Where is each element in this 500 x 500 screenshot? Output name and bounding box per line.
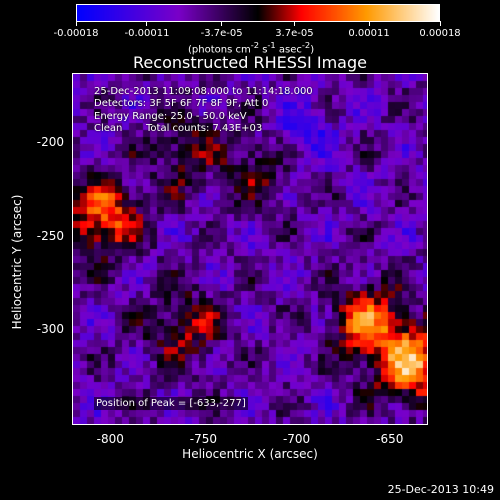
x-tick-label: -650 — [376, 432, 404, 446]
y-axis-label: Heliocentric Y (arcsec) — [10, 194, 24, 330]
total-counts-label: Total counts: 7.43E+03 — [146, 123, 263, 134]
colorbar-tick-mark — [75, 21, 77, 26]
colorbar-tick-mark — [368, 21, 370, 26]
x-axis-label: Heliocentric X (arcsec) — [182, 447, 318, 461]
peak-position-label: Position of Peak = [-633,-277] — [94, 397, 248, 410]
colorbar-tick-mark — [221, 21, 223, 26]
time-range-label: 25-Dec-2013 11:09:08.000 to 11:14:18.000 — [94, 86, 313, 97]
colorbar-tick-mark — [293, 21, 295, 26]
colorbar-tick-label: -0.00011 — [124, 28, 170, 39]
colorbar-tick-label: -0.00018 — [53, 28, 99, 39]
x-tick-label: -750 — [189, 432, 218, 446]
colorbar-tick-mark — [439, 21, 441, 26]
plot-area — [72, 73, 428, 425]
colorbar-units: (photons cm-2 s-1 asec-2) — [188, 40, 315, 56]
colorbar-tick-label: -3.7e-05 — [200, 28, 243, 39]
x-tick-label: -800 — [96, 432, 124, 446]
detectors-label: Detectors: 3F 5F 6F 7F 8F 9F, Att 0 — [94, 98, 269, 109]
y-tick-label: -250 — [36, 228, 64, 243]
colorbar-tick-label: 0.00011 — [348, 28, 390, 39]
colorbar-tick-label: 0.00018 — [419, 28, 461, 39]
y-tick-label: -200 — [36, 135, 64, 150]
colorbar-tick-label: 3.7e-05 — [275, 28, 314, 39]
chart-title: Reconstructed RHESSI Image — [133, 53, 367, 72]
algorithm-label: Clean — [94, 123, 123, 134]
x-tick-label: -700 — [282, 432, 311, 446]
y-tick-label: -300 — [36, 322, 64, 337]
timestamp: 25-Dec-2013 10:49 — [387, 483, 494, 496]
heatmap-image — [73, 74, 427, 424]
energy-range-label: Energy Range: 25.0 - 50.0 keV — [94, 111, 247, 122]
colorbar — [76, 4, 440, 22]
colorbar-tick-mark — [146, 21, 148, 26]
